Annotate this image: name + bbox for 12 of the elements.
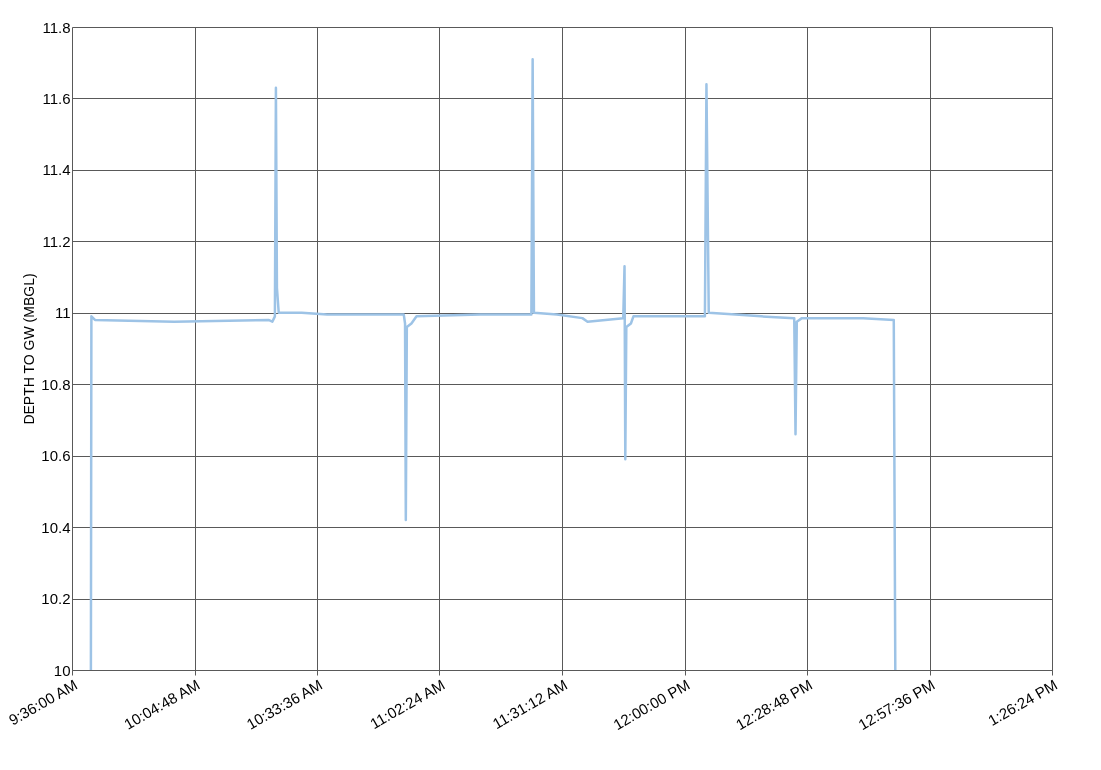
y-tick-label: 10.2 xyxy=(41,590,71,608)
y-tick-label: 10.8 xyxy=(41,375,71,393)
y-tick-label: 10 xyxy=(53,661,71,679)
y-tick-label: 11 xyxy=(54,304,71,322)
y-tick-label: 10.4 xyxy=(41,518,71,536)
y-tick-label: 10.6 xyxy=(41,447,71,465)
y-tick-label: 11.6 xyxy=(42,89,71,107)
line-series xyxy=(89,57,897,672)
y-tick-label: 11.2 xyxy=(42,232,71,250)
y-axis-title: DEPTH TO GW (MBGL) xyxy=(21,273,38,425)
y-tick-label: 11.8 xyxy=(42,18,71,36)
y-tick-label: 11.4 xyxy=(42,161,71,179)
